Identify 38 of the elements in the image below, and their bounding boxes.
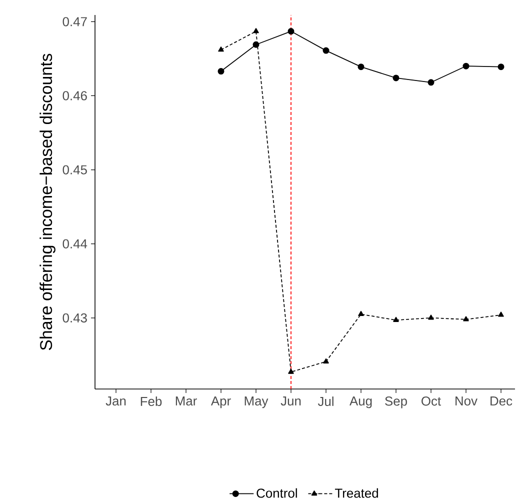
point — [393, 316, 399, 322]
x-tick-label: Sep — [385, 396, 407, 408]
x-tick-label: Oct — [422, 396, 441, 406]
point — [392, 74, 400, 82]
y-tick-label: 0.44 — [62, 239, 88, 248]
point — [428, 314, 434, 320]
x-tick-label: Jan — [106, 396, 126, 406]
x-tick-label: Feb — [140, 396, 162, 406]
point — [253, 28, 259, 34]
point — [288, 28, 294, 35]
point — [323, 358, 329, 364]
point — [428, 79, 434, 86]
point — [288, 368, 294, 374]
x-tick-label: Apr — [210, 396, 231, 408]
point — [218, 68, 224, 75]
legend-label: Treated — [334, 488, 378, 498]
legend-label: Control — [256, 488, 297, 498]
y-tick-label: 0.46 — [62, 91, 87, 100]
point — [252, 41, 260, 48]
x-tick-label: Jun — [280, 396, 301, 406]
x-tick-label: Mar — [176, 396, 197, 406]
point — [462, 62, 470, 70]
y-tick-label: 0.45 — [62, 165, 87, 174]
point — [218, 46, 224, 52]
point — [322, 47, 330, 54]
point — [358, 64, 364, 70]
point — [498, 64, 504, 70]
y-tick-label: 0.47 — [62, 17, 87, 26]
x-tick-label: May — [244, 396, 268, 408]
x-tick-label: Aug — [350, 396, 372, 408]
point — [498, 312, 504, 317]
y-axis-title: Share offering income−based discounts — [40, 54, 56, 350]
point — [358, 310, 364, 316]
point — [463, 316, 469, 322]
x-tick-label: Dec — [490, 396, 512, 406]
x-tick-label: Jul — [318, 396, 334, 406]
y-tick-label: 0.43 — [62, 313, 87, 322]
x-tick-label: Nov — [456, 396, 478, 406]
